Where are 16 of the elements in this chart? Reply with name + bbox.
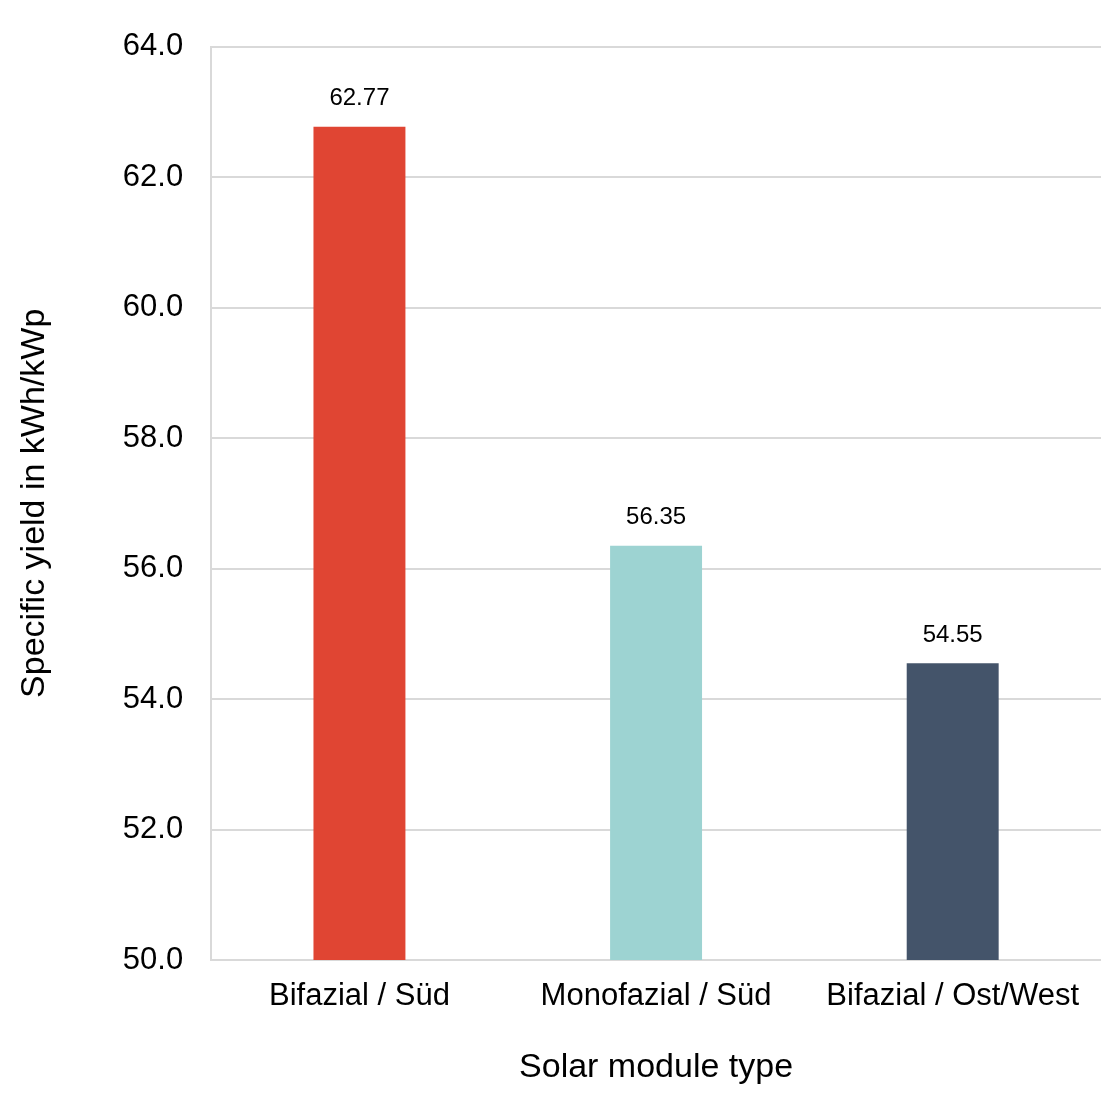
y-tick-label: 54.0 — [122, 679, 184, 715]
x-tick-label: Bifazial / Ost/West — [826, 977, 1080, 1013]
y-tick-label: 58.0 — [122, 418, 184, 454]
y-tick-label: 50.0 — [122, 940, 184, 976]
y-tick-label: 52.0 — [122, 810, 184, 846]
y-tick-label: 64.0 — [122, 27, 184, 63]
y-tick-label: 62.0 — [122, 157, 184, 193]
data-label: 56.35 — [626, 502, 687, 530]
x-axis-title: Solar module type — [519, 1045, 794, 1084]
y-tick-label: 60.0 — [122, 288, 184, 324]
x-tick-label: Monofazial / Süd — [540, 977, 772, 1013]
data-label: 62.77 — [329, 83, 390, 111]
y-tick-label: 56.0 — [122, 549, 184, 585]
x-tick-label: Bifazial / Süd — [268, 977, 450, 1013]
data-label: 54.55 — [922, 619, 983, 647]
y-axis-title: Specific yield in kWh/kWp — [12, 308, 51, 698]
